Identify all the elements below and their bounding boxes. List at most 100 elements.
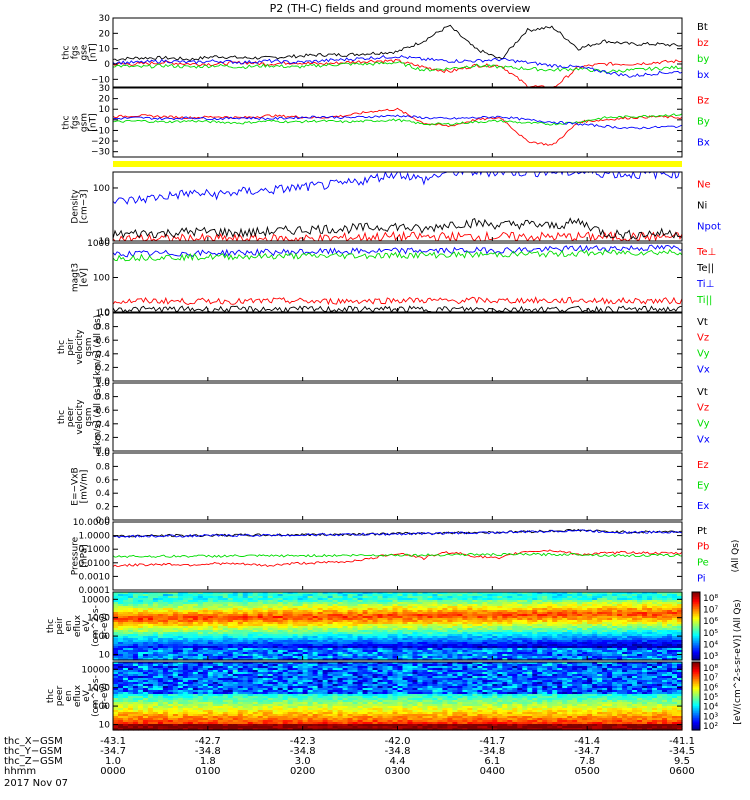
y-axis-label: en xyxy=(64,620,74,631)
quality-flag-bar xyxy=(113,161,682,167)
y-tick-label: 0.0 xyxy=(96,377,111,387)
colorbar-segment xyxy=(692,728,700,731)
y-tick-label: 100 xyxy=(93,702,110,712)
y-axis-label: Pressure xyxy=(71,536,81,575)
y-axis-label: gsm xyxy=(84,337,94,356)
y-axis-label: eflux xyxy=(73,684,83,707)
legend-entry: Vx xyxy=(697,364,710,375)
colorbar-tick-label: 10⁵ xyxy=(703,693,718,703)
legend-entry: Ex xyxy=(697,501,709,512)
colorbar-segment xyxy=(692,677,700,680)
colorbar-segment xyxy=(692,687,700,690)
x-axis-value: -43.1 xyxy=(100,736,126,747)
y-axis-label: Density xyxy=(71,189,81,224)
y-tick-label: 1.0 xyxy=(96,379,111,389)
legend-entry: By xyxy=(697,117,710,128)
y-axis-label: thc xyxy=(46,619,56,633)
x-axis-value: 1.0 xyxy=(105,756,121,767)
y-axis-label: thc xyxy=(46,689,56,703)
y-tick-label: 0.6 xyxy=(96,476,111,486)
panel-pressure: 10.0000 1.0000 0.1000 0.0100 0.0010 0.0001 Pre… xyxy=(71,518,742,596)
y-tick-label: 0.8 xyxy=(96,462,111,472)
colorbar-segment xyxy=(692,632,700,636)
x-axis-value: -34.8 xyxy=(479,746,505,757)
x-axis-value: -34.7 xyxy=(100,746,126,757)
y-tick-label: 1000 xyxy=(87,239,110,249)
series-line-fgs-gsm-0 xyxy=(113,107,682,146)
colorbar-segment xyxy=(692,701,700,704)
y-tick-label: 10 xyxy=(99,237,111,247)
x-axis-value: 7.8 xyxy=(579,756,595,767)
series-line-pressure-2 xyxy=(113,552,682,559)
colorbar-segment xyxy=(692,675,700,678)
colorbar-segment xyxy=(692,649,700,653)
x-axis-value: -42.3 xyxy=(290,736,316,747)
series-line-fgs-gsm-2 xyxy=(113,114,682,130)
legend-entry: Bx xyxy=(697,138,710,149)
colorbar-segment xyxy=(692,641,700,644)
colorbar-segment xyxy=(692,654,700,658)
panel-density: 100 10 Density [cm−3] Ne Ni Npot xyxy=(71,171,721,247)
x-axis-value: -41.1 xyxy=(669,736,695,747)
y-tick-label: 0.4 xyxy=(96,489,111,499)
legend-entry: Vy xyxy=(697,348,710,359)
y-tick-label: 0.0010 xyxy=(79,572,111,582)
x-axis-value: -34.7 xyxy=(574,746,600,757)
legend-entry: bx xyxy=(697,70,709,81)
x-axis-value: -42.0 xyxy=(385,736,411,747)
legend-entry: Ti⊥ xyxy=(696,279,714,290)
y-tick-label: 0.6 xyxy=(96,336,111,346)
legend-entry: Ey xyxy=(697,481,709,492)
colorbar-segment xyxy=(692,704,700,707)
colorbar-segment xyxy=(692,658,700,661)
colorbar-segment xyxy=(692,631,700,634)
colorbar-segment xyxy=(692,636,700,639)
x-axis-value: -34.8 xyxy=(290,746,316,757)
series-line-fgs-gse-3 xyxy=(113,54,682,78)
panel-peer-en-eflux: 10000 1000 100 10 thc peer en eflux eV (cm^2-s-sr… xyxy=(46,661,683,731)
y-tick-label: 0.2 xyxy=(96,503,110,513)
y-axis-label: E=−VxB xyxy=(71,467,81,505)
colorbar-segment xyxy=(692,615,700,619)
legend-entry: bz xyxy=(697,38,709,49)
x-axis-value: 0600 xyxy=(669,766,694,777)
y-axis-label: gsm xyxy=(84,407,94,426)
colorbar-segment xyxy=(692,598,700,602)
panel-frame xyxy=(112,17,683,88)
y-tick-label: 100 xyxy=(93,274,110,284)
y-tick-label: 1.0 xyxy=(96,309,111,319)
series-line-density-1 xyxy=(113,217,682,240)
colorbar-segment xyxy=(692,620,700,624)
y-tick-label: 0.0100 xyxy=(79,559,111,569)
colorbar-tick-label: 10⁵ xyxy=(703,629,718,639)
colorbar-frame xyxy=(691,591,701,661)
y-tick-label: 0.4 xyxy=(96,350,111,360)
y-axis-label: sr-eV) xyxy=(100,613,110,639)
colorbar-segment xyxy=(692,656,700,659)
panel-frame xyxy=(112,452,683,521)
colorbar-segment xyxy=(692,622,700,625)
y-tick-label: 10 xyxy=(99,45,111,55)
colorbar-tick-label: 10⁸ xyxy=(703,594,718,604)
y-tick-label: 1.0000 xyxy=(79,532,111,542)
legend-entry: Vz xyxy=(697,403,709,414)
colorbar-segment xyxy=(692,602,700,605)
colorbar-segment xyxy=(692,672,700,675)
colorbar-segment xyxy=(692,713,700,716)
x-axis-row-name: thc_Z−GSM xyxy=(4,756,63,767)
colorbar-segment xyxy=(692,706,700,709)
x-axis-value: 6.1 xyxy=(484,756,500,767)
x-axis-date: 2017 Nov 07 xyxy=(4,778,68,789)
colorbar-segment xyxy=(692,648,700,651)
x-axis-value: 0000 xyxy=(100,766,125,777)
colorbar-tick-label: 10⁴ xyxy=(703,640,718,650)
colorbar-segment xyxy=(692,662,700,665)
colorbar-segment xyxy=(692,600,700,603)
y-axis-label: thc xyxy=(57,340,67,354)
colorbar-segment xyxy=(692,699,700,702)
spectrogram-peir-en-eflux xyxy=(113,592,683,661)
y-axis-label: peir xyxy=(66,338,76,356)
colorbar-segment xyxy=(692,627,700,630)
y-tick-label: 10 xyxy=(99,720,111,730)
y-axis-label: velocity xyxy=(75,329,85,365)
